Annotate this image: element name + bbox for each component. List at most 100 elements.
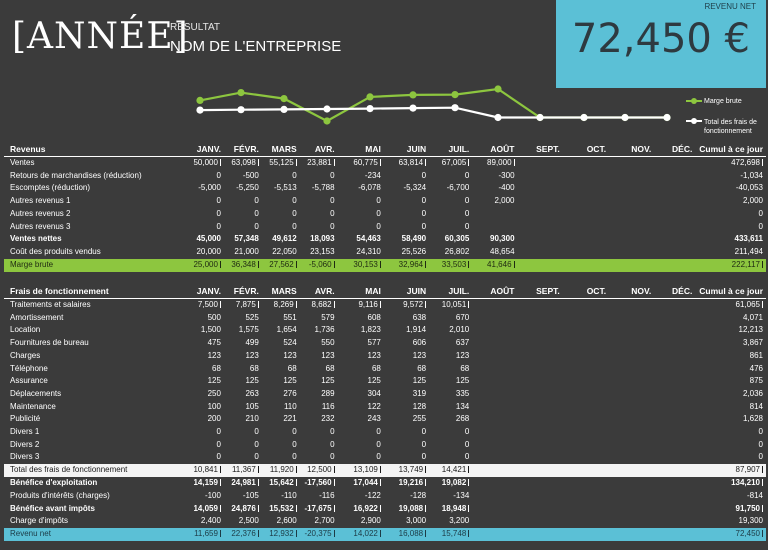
cell-value[interactable] bbox=[654, 350, 695, 363]
cumulative-value[interactable]: 0 bbox=[758, 221, 763, 231]
cell-value[interactable]: 0 bbox=[216, 221, 221, 231]
cell-value[interactable] bbox=[517, 464, 563, 478]
cell-value[interactable] bbox=[654, 312, 695, 325]
cell-value[interactable]: 128 bbox=[412, 401, 427, 411]
cell-value[interactable]: 16,922 bbox=[338, 503, 384, 516]
cell-value[interactable] bbox=[609, 233, 654, 246]
cell-value[interactable] bbox=[654, 515, 695, 528]
cell-value[interactable] bbox=[472, 426, 517, 439]
cell-value[interactable]: 200 bbox=[207, 414, 221, 424]
cumulative-value[interactable]: 476 bbox=[749, 363, 763, 373]
cell-value[interactable]: 17,044 bbox=[338, 477, 384, 490]
cell-value[interactable]: 499 bbox=[245, 338, 259, 348]
cell-value[interactable]: 21,000 bbox=[234, 246, 259, 256]
cell-value[interactable] bbox=[472, 337, 517, 350]
cell-value[interactable]: 0 bbox=[330, 427, 335, 437]
cell-value[interactable] bbox=[472, 401, 517, 414]
cumulative-value[interactable]: 875 bbox=[749, 376, 763, 386]
cell-value[interactable]: -134 bbox=[453, 490, 470, 500]
cell-value[interactable]: 14,421 bbox=[429, 464, 473, 478]
cell-value[interactable]: 27,562 bbox=[261, 258, 300, 272]
cell-value[interactable] bbox=[609, 527, 655, 541]
row-label[interactable]: Traitements et salaires bbox=[10, 300, 91, 309]
monthly-line-chart[interactable] bbox=[0, 85, 768, 143]
cell-value[interactable]: 125 bbox=[245, 376, 259, 386]
cell-value[interactable]: 0 bbox=[216, 208, 221, 218]
cumulative-value[interactable]: 861 bbox=[749, 350, 763, 360]
cell-value[interactable]: 19,216 bbox=[384, 477, 429, 490]
cell-value[interactable] bbox=[472, 312, 517, 325]
cell-value[interactable] bbox=[563, 515, 609, 528]
cell-value[interactable]: 0 bbox=[464, 427, 470, 437]
cell-value[interactable]: 36,348 bbox=[223, 258, 262, 272]
cell-value[interactable] bbox=[654, 451, 695, 464]
cell-value[interactable]: 0 bbox=[292, 452, 297, 462]
cell-value[interactable]: 0 bbox=[421, 452, 427, 462]
cell-value[interactable]: 525 bbox=[245, 312, 259, 322]
cell-value[interactable] bbox=[609, 299, 654, 312]
cell-value[interactable]: 1,736 bbox=[314, 325, 335, 335]
cell-value[interactable]: 8,269 bbox=[262, 299, 300, 312]
cell-value[interactable]: 268 bbox=[455, 414, 470, 424]
cell-value[interactable] bbox=[654, 324, 695, 337]
cell-value[interactable]: 0 bbox=[330, 196, 335, 206]
cell-value[interactable]: 123 bbox=[455, 350, 470, 360]
cell-value[interactable] bbox=[609, 195, 654, 208]
cell-value[interactable] bbox=[472, 388, 517, 401]
cell-value[interactable]: 276 bbox=[283, 388, 297, 398]
cell-value[interactable] bbox=[563, 233, 609, 246]
cell-value[interactable] bbox=[563, 182, 609, 195]
cell-value[interactable]: 2,600 bbox=[276, 516, 297, 526]
cell-value[interactable]: 68 bbox=[287, 363, 297, 373]
cell-value[interactable]: 551 bbox=[283, 312, 297, 322]
cell-value[interactable]: -20,375 bbox=[299, 527, 338, 541]
cell-value[interactable] bbox=[609, 426, 654, 439]
cell-value[interactable]: 100 bbox=[207, 401, 221, 411]
cumulative-value[interactable]: 472,698 bbox=[695, 157, 766, 170]
cell-value[interactable] bbox=[563, 363, 609, 376]
cell-value[interactable] bbox=[654, 426, 695, 439]
row-label[interactable]: Divers 1 bbox=[10, 427, 40, 437]
cell-value[interactable] bbox=[609, 439, 654, 452]
cell-value[interactable]: 20,000 bbox=[196, 246, 221, 256]
cell-value[interactable]: 12,500 bbox=[299, 464, 338, 478]
cell-value[interactable] bbox=[609, 477, 654, 490]
cumulative-value[interactable]: 2,036 bbox=[742, 388, 763, 398]
cell-value[interactable] bbox=[609, 464, 655, 478]
cell-value[interactable]: -17,560 bbox=[300, 477, 338, 490]
cumulative-value[interactable]: 0 bbox=[758, 208, 763, 218]
cell-value[interactable] bbox=[472, 477, 517, 490]
cell-value[interactable]: 58,490 bbox=[401, 234, 427, 244]
cell-value[interactable] bbox=[654, 258, 696, 272]
cell-value[interactable]: 68 bbox=[417, 363, 427, 373]
cumulative-value[interactable]: 72,450 bbox=[695, 527, 766, 541]
cell-value[interactable]: 123 bbox=[321, 350, 335, 360]
cell-value[interactable]: 14,022 bbox=[337, 527, 384, 541]
cell-value[interactable] bbox=[517, 258, 563, 272]
cell-value[interactable]: 289 bbox=[321, 388, 335, 398]
cell-value[interactable]: 0 bbox=[216, 427, 221, 437]
cell-value[interactable] bbox=[518, 490, 563, 503]
cell-value[interactable]: -400 bbox=[498, 183, 515, 193]
cell-value[interactable] bbox=[563, 221, 609, 234]
cell-value[interactable]: 123 bbox=[412, 350, 427, 360]
cell-value[interactable]: 13,749 bbox=[383, 464, 430, 478]
cell-value[interactable] bbox=[609, 375, 654, 388]
cumulative-value[interactable]: 61,065 bbox=[695, 299, 766, 312]
cell-value[interactable]: 250 bbox=[207, 388, 221, 398]
cell-value[interactable]: 123 bbox=[283, 350, 297, 360]
cell-value[interactable]: 41,646 bbox=[472, 258, 518, 272]
cell-value[interactable] bbox=[563, 208, 609, 221]
cell-value[interactable] bbox=[518, 246, 563, 259]
cell-value[interactable]: 48,654 bbox=[490, 246, 515, 256]
cell-value[interactable] bbox=[609, 401, 654, 414]
cell-value[interactable]: 68 bbox=[249, 363, 259, 373]
row-label[interactable]: Ventes nettes bbox=[10, 234, 62, 244]
cell-value[interactable]: 125 bbox=[283, 376, 297, 386]
cell-value[interactable] bbox=[563, 324, 609, 337]
cell-value[interactable]: 89,000 bbox=[472, 157, 517, 170]
cell-value[interactable]: 263 bbox=[245, 388, 259, 398]
cell-value[interactable]: 14,059 bbox=[162, 503, 224, 516]
cumulative-value[interactable]: 87,907 bbox=[695, 464, 766, 478]
cumulative-value[interactable]: 134,210 bbox=[695, 477, 766, 490]
